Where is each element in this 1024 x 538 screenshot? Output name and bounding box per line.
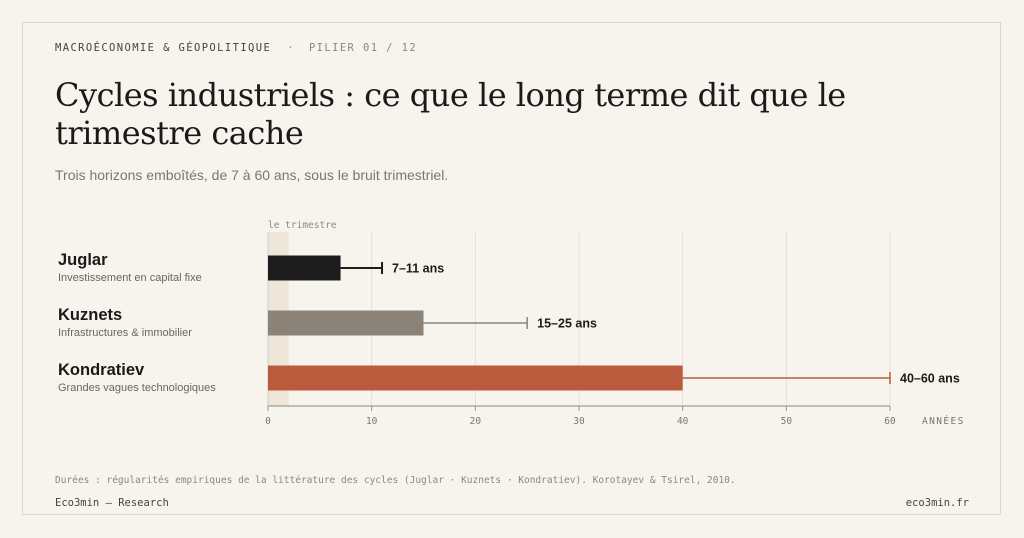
category-label: Juglar xyxy=(58,251,108,269)
x-axis-label: ANNÉES xyxy=(922,415,965,427)
eyebrow-pillar: PILIER 01 / 12 xyxy=(308,42,418,54)
quarter-band-label: le trimestre xyxy=(268,220,337,231)
bar xyxy=(268,310,424,336)
data-label: 40–60 ans xyxy=(900,372,960,386)
x-tick-label: 30 xyxy=(573,416,585,427)
category-label: Kuznets xyxy=(58,306,122,324)
x-tick-label: 10 xyxy=(366,416,378,427)
category-label: Kondratiev xyxy=(58,361,145,379)
category-description: Grandes vagues technologiques xyxy=(58,382,216,394)
x-tick-label: 40 xyxy=(677,416,689,427)
x-tick-label: 60 xyxy=(884,416,896,427)
bar xyxy=(268,255,341,281)
eyebrow-category: MACROÉCONOMIE & GÉOPOLITIQUE xyxy=(55,42,272,54)
eyebrow-separator: · xyxy=(287,42,295,54)
card-frame xyxy=(22,22,1001,515)
data-label: 15–25 ans xyxy=(537,317,597,331)
page-subtitle: Trois horizons emboîtés, de 7 à 60 ans, … xyxy=(55,167,449,183)
data-label: 7–11 ans xyxy=(392,262,444,276)
category-description: Investissement en capital fixe xyxy=(58,272,202,284)
category-description: Infrastructures & immobilier xyxy=(58,327,192,339)
site-link[interactable]: eco3min.fr xyxy=(905,497,969,509)
x-tick-label: 0 xyxy=(265,416,271,427)
source-note: Durées : régularités empiriques de la li… xyxy=(55,475,736,486)
bar xyxy=(268,365,683,391)
page-title: Cycles industriels : ce que le long term… xyxy=(55,76,846,152)
brand-label: Eco3min — Research xyxy=(55,497,169,509)
eyebrow: MACROÉCONOMIE & GÉOPOLITIQUE · PILIER 01 /… xyxy=(55,42,417,54)
x-tick-label: 50 xyxy=(781,416,793,427)
x-tick-label: 20 xyxy=(470,416,482,427)
